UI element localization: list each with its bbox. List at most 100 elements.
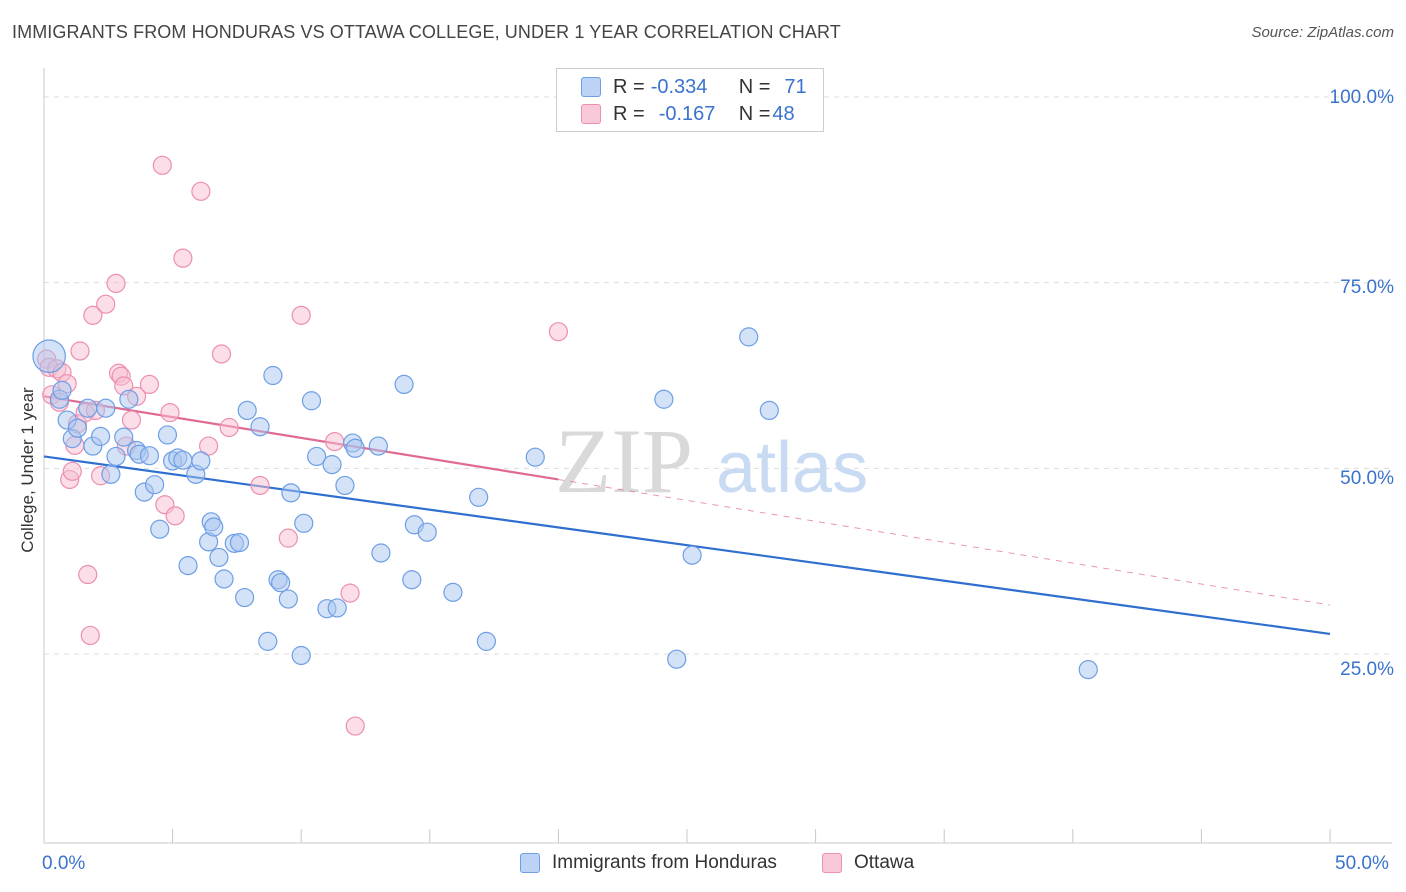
honduras-point[interactable] (214, 569, 234, 589)
honduras-point[interactable] (271, 573, 291, 593)
honduras-point[interactable] (739, 327, 759, 347)
legend-item-honduras[interactable]: Immigrants from Honduras (520, 852, 777, 874)
honduras-point[interactable] (101, 464, 121, 484)
ottawa-point[interactable] (160, 403, 180, 423)
honduras-point[interactable] (173, 450, 193, 470)
legend-item-ottawa[interactable]: Ottawa (822, 852, 914, 874)
ottawa-point[interactable] (278, 528, 298, 548)
watermark-zip: ZIP (555, 410, 693, 512)
honduras-point[interactable] (443, 582, 463, 602)
honduras-point[interactable] (345, 438, 365, 458)
honduras-point[interactable] (335, 475, 355, 496)
honduras-point[interactable] (191, 451, 211, 471)
honduras-point[interactable] (368, 436, 388, 456)
honduras-points (32, 327, 1098, 680)
ottawa-point[interactable] (250, 475, 270, 496)
honduras-point[interactable] (139, 446, 160, 466)
honduras-point[interactable] (204, 517, 224, 537)
ottawa-point[interactable] (219, 417, 239, 438)
legend-label-honduras: Immigrants from Honduras (552, 852, 777, 873)
n-value: 71 (784, 75, 807, 98)
honduras-point[interactable] (209, 547, 229, 568)
honduras-point[interactable] (157, 425, 178, 445)
ottawa-point[interactable] (211, 344, 232, 364)
honduras-point[interactable] (291, 645, 311, 666)
source-label: Source: ZipAtlas.com (1251, 24, 1394, 41)
honduras-point[interactable] (417, 522, 437, 542)
ottawa-point[interactable] (121, 410, 142, 430)
honduras-point[interactable] (654, 389, 674, 409)
honduras-point[interactable] (294, 513, 314, 533)
honduras-point[interactable] (759, 400, 779, 421)
honduras-point[interactable] (469, 487, 489, 507)
ottawa-point[interactable] (62, 461, 82, 481)
y-tick-label-25: 25.0% (1340, 659, 1394, 680)
ottawa-point[interactable] (80, 625, 100, 646)
r-value: -0.167 (658, 102, 716, 125)
honduras-point[interactable] (281, 483, 301, 503)
honduras-point[interactable] (67, 418, 88, 438)
honduras-point[interactable] (322, 455, 342, 475)
ottawa-point[interactable] (106, 273, 126, 294)
ottawa-point[interactable] (139, 374, 160, 395)
honduras-point[interactable] (402, 570, 422, 590)
honduras-point[interactable] (150, 519, 170, 539)
ottawa-point[interactable] (345, 716, 365, 736)
honduras-point[interactable] (682, 545, 702, 565)
series-legend: Immigrants from Honduras Ottawa (0, 852, 1406, 878)
honduras-point[interactable] (667, 649, 687, 669)
ottawa-trend-extension (558, 478, 1331, 606)
chart-title: IMMIGRANTS FROM HONDURAS VS OTTAWA COLLE… (12, 22, 841, 42)
r-value: -0.334 (650, 75, 708, 98)
honduras-point[interactable] (96, 398, 116, 418)
ottawa-point[interactable] (191, 181, 211, 201)
ottawa-trend-line (43, 395, 559, 481)
honduras-point[interactable] (525, 447, 545, 467)
honduras-point[interactable] (263, 365, 283, 386)
honduras-point[interactable] (119, 389, 139, 409)
honduras-point[interactable] (144, 475, 165, 495)
honduras-point[interactable] (1078, 659, 1098, 680)
y-axis-label: College, Under 1 year (18, 387, 37, 553)
ottawa-point[interactable] (548, 322, 569, 342)
honduras-point[interactable] (32, 339, 66, 373)
x-tick-label-max: 50.0% (1335, 853, 1389, 874)
honduras-point[interactable] (327, 598, 347, 618)
honduras-point[interactable] (106, 446, 126, 467)
honduras-point[interactable] (178, 556, 198, 576)
honduras-legend-swatch (520, 853, 540, 873)
ottawa-point[interactable] (78, 564, 98, 585)
ottawa-point[interactable] (291, 305, 311, 325)
honduras-point[interactable] (371, 543, 391, 563)
honduras-point[interactable] (114, 427, 134, 447)
n-label: N = (738, 102, 771, 125)
honduras-point[interactable] (78, 398, 98, 418)
honduras-point[interactable] (476, 631, 496, 651)
honduras-point[interactable] (52, 380, 72, 400)
honduras-point[interactable] (250, 417, 270, 437)
honduras-point[interactable] (90, 426, 111, 446)
y-tick-label-100: 100.0% (1329, 87, 1394, 108)
honduras-point[interactable] (278, 589, 298, 609)
ottawa-point[interactable] (165, 506, 185, 526)
ottawa-point[interactable] (96, 294, 116, 314)
r-label: R = (613, 102, 645, 125)
legend-label-ottawa: Ottawa (854, 852, 915, 873)
ottawa-point[interactable] (173, 248, 193, 268)
honduras-point[interactable] (235, 587, 255, 608)
ottawa-legend-swatch (822, 853, 842, 873)
ottawa-point[interactable] (325, 431, 345, 452)
ottawa-point[interactable] (199, 436, 219, 456)
honduras-point[interactable] (301, 391, 322, 411)
ottawa-point[interactable] (83, 305, 103, 325)
honduras-point[interactable] (307, 446, 327, 467)
honduras-point[interactable] (229, 532, 250, 553)
honduras-point[interactable] (394, 374, 414, 395)
honduras-point[interactable] (258, 631, 278, 651)
ottawa-point[interactable] (70, 341, 90, 361)
honduras-point[interactable] (237, 400, 257, 421)
ottawa-point[interactable] (152, 155, 172, 175)
ottawa-point[interactable] (340, 583, 360, 603)
ottawa-swatch (581, 104, 601, 124)
